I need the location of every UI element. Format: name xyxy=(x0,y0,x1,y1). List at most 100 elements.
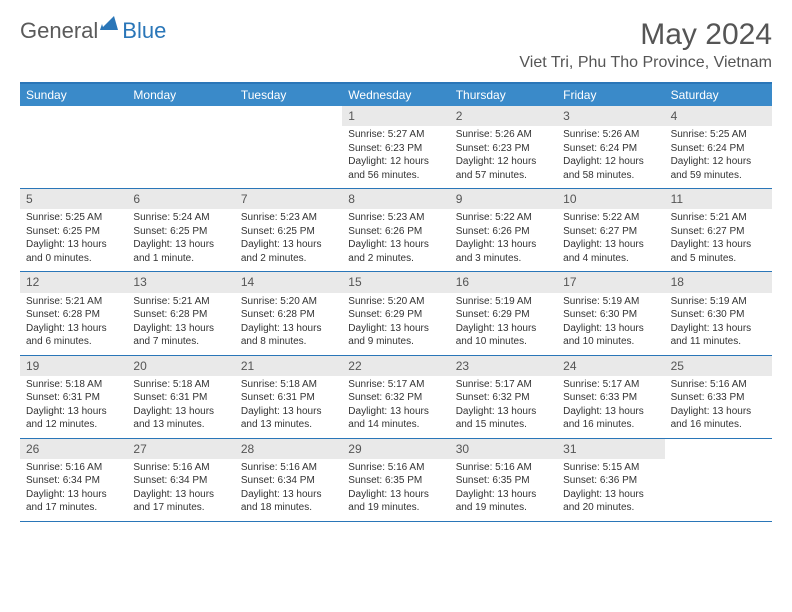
daylight-text: Daylight: 13 hours and 20 minutes. xyxy=(563,488,658,515)
date-number: 19 xyxy=(20,356,127,376)
calendar-cell: 17Sunrise: 5:19 AMSunset: 6:30 PMDayligh… xyxy=(557,272,664,354)
daylight-text: Daylight: 13 hours and 8 minutes. xyxy=(241,322,336,349)
day-info: Sunrise: 5:16 AMSunset: 6:33 PMDaylight:… xyxy=(665,376,772,438)
day-info: Sunrise: 5:19 AMSunset: 6:29 PMDaylight:… xyxy=(450,293,557,355)
sunset-text: Sunset: 6:34 PM xyxy=(133,474,228,488)
date-number: 31 xyxy=(557,439,664,459)
brand-logo: General Blue xyxy=(20,18,166,44)
daylight-text: Daylight: 12 hours and 56 minutes. xyxy=(348,155,443,182)
day-info: Sunrise: 5:16 AMSunset: 6:35 PMDaylight:… xyxy=(342,459,449,521)
daylight-text: Daylight: 13 hours and 16 minutes. xyxy=(563,405,658,432)
sunrise-text: Sunrise: 5:25 AM xyxy=(26,211,121,225)
daylight-text: Daylight: 13 hours and 10 minutes. xyxy=(563,322,658,349)
date-number xyxy=(235,106,342,124)
date-number xyxy=(127,106,234,124)
date-number: 2 xyxy=(450,106,557,126)
calendar-cell: 8Sunrise: 5:23 AMSunset: 6:26 PMDaylight… xyxy=(342,189,449,271)
day-info: Sunrise: 5:16 AMSunset: 6:34 PMDaylight:… xyxy=(127,459,234,521)
day-info: Sunrise: 5:21 AMSunset: 6:28 PMDaylight:… xyxy=(20,293,127,355)
day-header: Wednesday xyxy=(342,84,449,106)
daylight-text: Daylight: 13 hours and 13 minutes. xyxy=(241,405,336,432)
daylight-text: Daylight: 13 hours and 17 minutes. xyxy=(133,488,228,515)
daylight-text: Daylight: 13 hours and 15 minutes. xyxy=(456,405,551,432)
sunset-text: Sunset: 6:24 PM xyxy=(563,142,658,156)
day-header: Thursday xyxy=(450,84,557,106)
calendar-cell: 24Sunrise: 5:17 AMSunset: 6:33 PMDayligh… xyxy=(557,356,664,438)
day-info: Sunrise: 5:16 AMSunset: 6:34 PMDaylight:… xyxy=(235,459,342,521)
date-number: 5 xyxy=(20,189,127,209)
calendar-cell: 4Sunrise: 5:25 AMSunset: 6:24 PMDaylight… xyxy=(665,106,772,188)
calendar-cell: 18Sunrise: 5:19 AMSunset: 6:30 PMDayligh… xyxy=(665,272,772,354)
sunrise-text: Sunrise: 5:22 AM xyxy=(563,211,658,225)
sunset-text: Sunset: 6:33 PM xyxy=(563,391,658,405)
sunrise-text: Sunrise: 5:18 AM xyxy=(26,378,121,392)
sunrise-text: Sunrise: 5:19 AM xyxy=(671,295,766,309)
day-info: Sunrise: 5:23 AMSunset: 6:25 PMDaylight:… xyxy=(235,209,342,271)
calendar-cell: 5Sunrise: 5:25 AMSunset: 6:25 PMDaylight… xyxy=(20,189,127,271)
calendar-cell: 27Sunrise: 5:16 AMSunset: 6:34 PMDayligh… xyxy=(127,439,234,521)
date-number: 9 xyxy=(450,189,557,209)
daylight-text: Daylight: 13 hours and 1 minute. xyxy=(133,238,228,265)
sunset-text: Sunset: 6:27 PM xyxy=(563,225,658,239)
sunrise-text: Sunrise: 5:19 AM xyxy=(456,295,551,309)
sunrise-text: Sunrise: 5:16 AM xyxy=(133,461,228,475)
daylight-text: Daylight: 13 hours and 19 minutes. xyxy=(456,488,551,515)
sunset-text: Sunset: 6:28 PM xyxy=(133,308,228,322)
calendar-cell: 15Sunrise: 5:20 AMSunset: 6:29 PMDayligh… xyxy=(342,272,449,354)
day-info: Sunrise: 5:19 AMSunset: 6:30 PMDaylight:… xyxy=(557,293,664,355)
day-info: Sunrise: 5:20 AMSunset: 6:29 PMDaylight:… xyxy=(342,293,449,355)
date-number: 27 xyxy=(127,439,234,459)
sunset-text: Sunset: 6:34 PM xyxy=(26,474,121,488)
sunrise-text: Sunrise: 5:20 AM xyxy=(348,295,443,309)
sunrise-text: Sunrise: 5:18 AM xyxy=(241,378,336,392)
sunset-text: Sunset: 6:24 PM xyxy=(671,142,766,156)
title-block: May 2024 Viet Tri, Phu Tho Province, Vie… xyxy=(519,18,772,72)
day-info: Sunrise: 5:18 AMSunset: 6:31 PMDaylight:… xyxy=(235,376,342,438)
date-number: 28 xyxy=(235,439,342,459)
calendar-cell: 23Sunrise: 5:17 AMSunset: 6:32 PMDayligh… xyxy=(450,356,557,438)
daylight-text: Daylight: 13 hours and 19 minutes. xyxy=(348,488,443,515)
sunset-text: Sunset: 6:23 PM xyxy=(456,142,551,156)
daylight-text: Daylight: 13 hours and 10 minutes. xyxy=(456,322,551,349)
calendar-cell xyxy=(20,106,127,188)
sunset-text: Sunset: 6:34 PM xyxy=(241,474,336,488)
calendar-cell: 25Sunrise: 5:16 AMSunset: 6:33 PMDayligh… xyxy=(665,356,772,438)
day-info: Sunrise: 5:20 AMSunset: 6:28 PMDaylight:… xyxy=(235,293,342,355)
sunset-text: Sunset: 6:32 PM xyxy=(348,391,443,405)
sunrise-text: Sunrise: 5:16 AM xyxy=(671,378,766,392)
sunrise-text: Sunrise: 5:18 AM xyxy=(133,378,228,392)
sunset-text: Sunset: 6:28 PM xyxy=(241,308,336,322)
calendar-cell xyxy=(127,106,234,188)
sunset-text: Sunset: 6:28 PM xyxy=(26,308,121,322)
day-info: Sunrise: 5:22 AMSunset: 6:27 PMDaylight:… xyxy=(557,209,664,271)
sunset-text: Sunset: 6:35 PM xyxy=(456,474,551,488)
daylight-text: Daylight: 13 hours and 2 minutes. xyxy=(241,238,336,265)
day-info: Sunrise: 5:17 AMSunset: 6:32 PMDaylight:… xyxy=(342,376,449,438)
day-info: Sunrise: 5:26 AMSunset: 6:24 PMDaylight:… xyxy=(557,126,664,188)
calendar-cell: 30Sunrise: 5:16 AMSunset: 6:35 PMDayligh… xyxy=(450,439,557,521)
date-number: 25 xyxy=(665,356,772,376)
calendar-cell: 31Sunrise: 5:15 AMSunset: 6:36 PMDayligh… xyxy=(557,439,664,521)
calendar-cell: 12Sunrise: 5:21 AMSunset: 6:28 PMDayligh… xyxy=(20,272,127,354)
sunset-text: Sunset: 6:32 PM xyxy=(456,391,551,405)
date-number: 30 xyxy=(450,439,557,459)
date-number: 18 xyxy=(665,272,772,292)
date-number xyxy=(665,439,772,457)
calendar-cell: 2Sunrise: 5:26 AMSunset: 6:23 PMDaylight… xyxy=(450,106,557,188)
calendar-cell: 22Sunrise: 5:17 AMSunset: 6:32 PMDayligh… xyxy=(342,356,449,438)
day-info: Sunrise: 5:25 AMSunset: 6:24 PMDaylight:… xyxy=(665,126,772,188)
day-info: Sunrise: 5:24 AMSunset: 6:25 PMDaylight:… xyxy=(127,209,234,271)
daylight-text: Daylight: 13 hours and 6 minutes. xyxy=(26,322,121,349)
month-title: May 2024 xyxy=(519,18,772,52)
brand-part2: Blue xyxy=(122,18,166,44)
daylight-text: Daylight: 13 hours and 16 minutes. xyxy=(671,405,766,432)
calendar-grid: Sunday Monday Tuesday Wednesday Thursday… xyxy=(20,82,772,522)
date-number: 20 xyxy=(127,356,234,376)
daylight-text: Daylight: 13 hours and 5 minutes. xyxy=(671,238,766,265)
daylight-text: Daylight: 12 hours and 59 minutes. xyxy=(671,155,766,182)
day-header: Friday xyxy=(557,84,664,106)
calendar-cell: 29Sunrise: 5:16 AMSunset: 6:35 PMDayligh… xyxy=(342,439,449,521)
daylight-text: Daylight: 12 hours and 57 minutes. xyxy=(456,155,551,182)
sunrise-text: Sunrise: 5:23 AM xyxy=(348,211,443,225)
day-info: Sunrise: 5:17 AMSunset: 6:32 PMDaylight:… xyxy=(450,376,557,438)
